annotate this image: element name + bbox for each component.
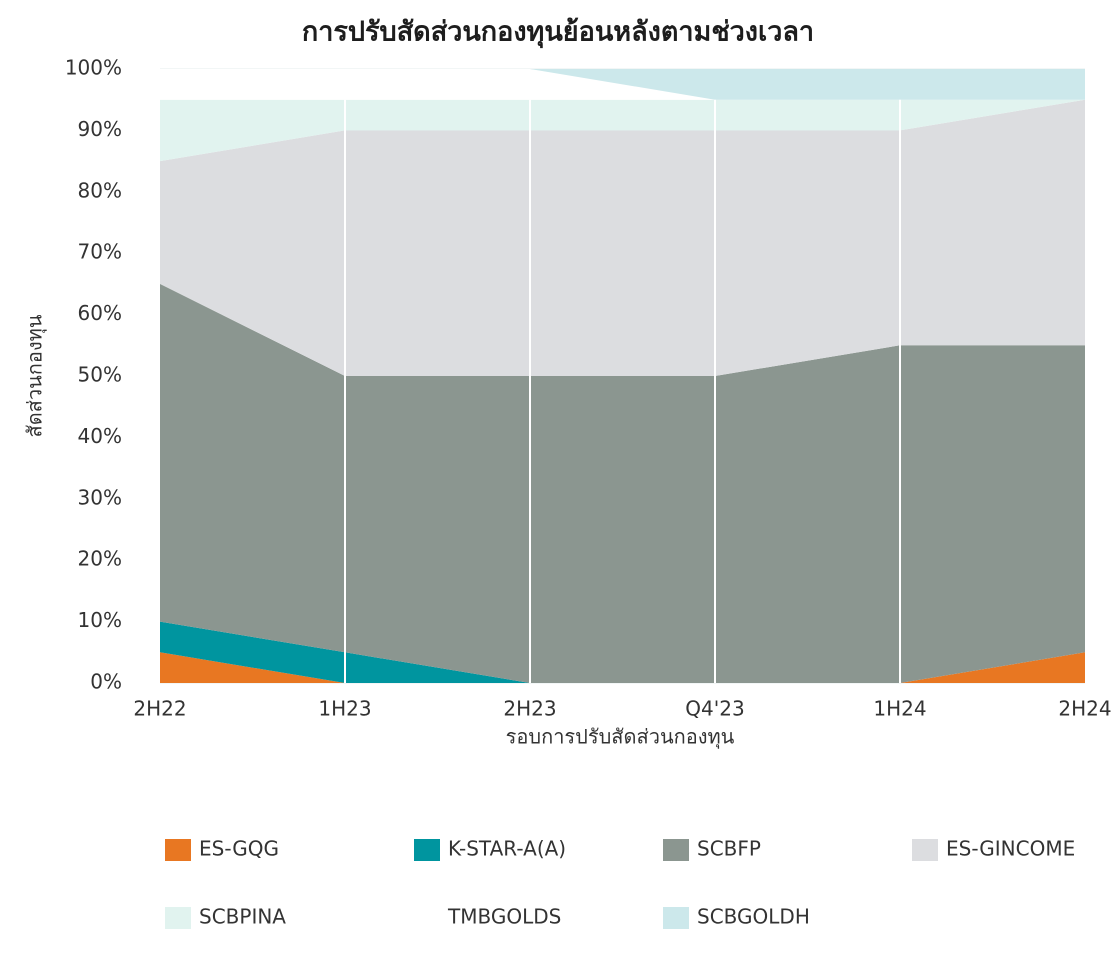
area [160, 652, 1085, 683]
chart-title: การปรับสัดส่วนกองทุนย้อนหลังตามช่วงเวลา [302, 17, 814, 49]
legend-label: K-STAR-A(A) [448, 837, 566, 861]
area [160, 99, 1085, 162]
y-tick-label: 80% [78, 178, 122, 202]
y-axis-label: สัดส่วนกองทุน [23, 314, 48, 437]
y-tick-label: 20% [78, 547, 122, 571]
y-tick-label: 30% [78, 485, 122, 509]
legend-swatch [165, 839, 191, 861]
legend-swatch [165, 907, 191, 929]
y-tick-label: 10% [78, 608, 122, 632]
x-tick-label: 2H24 [1058, 697, 1111, 721]
area [160, 69, 1085, 100]
area [160, 99, 1085, 376]
legend-label: SCBGOLDH [697, 905, 810, 929]
area [160, 283, 1085, 683]
y-tick-label: 40% [78, 424, 122, 448]
y-tick-label: 60% [78, 301, 122, 325]
x-tick-label: 1H23 [318, 697, 371, 721]
legend-swatch [912, 839, 938, 861]
x-tick-label: 2H22 [133, 697, 186, 721]
legend-swatch [663, 839, 689, 861]
x-axis-label: รอบการปรับสัดส่วนกองทุน [506, 725, 735, 750]
y-tick-label: 70% [78, 240, 122, 264]
legend-label: SCBPINA [199, 905, 286, 929]
x-tick-label: 1H24 [873, 697, 926, 721]
area [160, 621, 1085, 683]
legend-label: SCBFP [697, 837, 761, 861]
y-tick-label: 90% [78, 117, 122, 141]
legend-swatch [414, 839, 440, 861]
legend-label: TMBGOLDS [447, 905, 561, 929]
legend-label: ES-GQG [199, 837, 279, 861]
x-tick-label: Q4'23 [685, 697, 744, 721]
y-tick-label: 0% [90, 670, 122, 694]
legend-label: ES-GINCOME [946, 837, 1075, 861]
y-tick-label: 100% [65, 56, 122, 80]
x-tick-label: 2H23 [503, 697, 556, 721]
y-tick-label: 50% [78, 363, 122, 387]
legend-swatch [663, 907, 689, 929]
